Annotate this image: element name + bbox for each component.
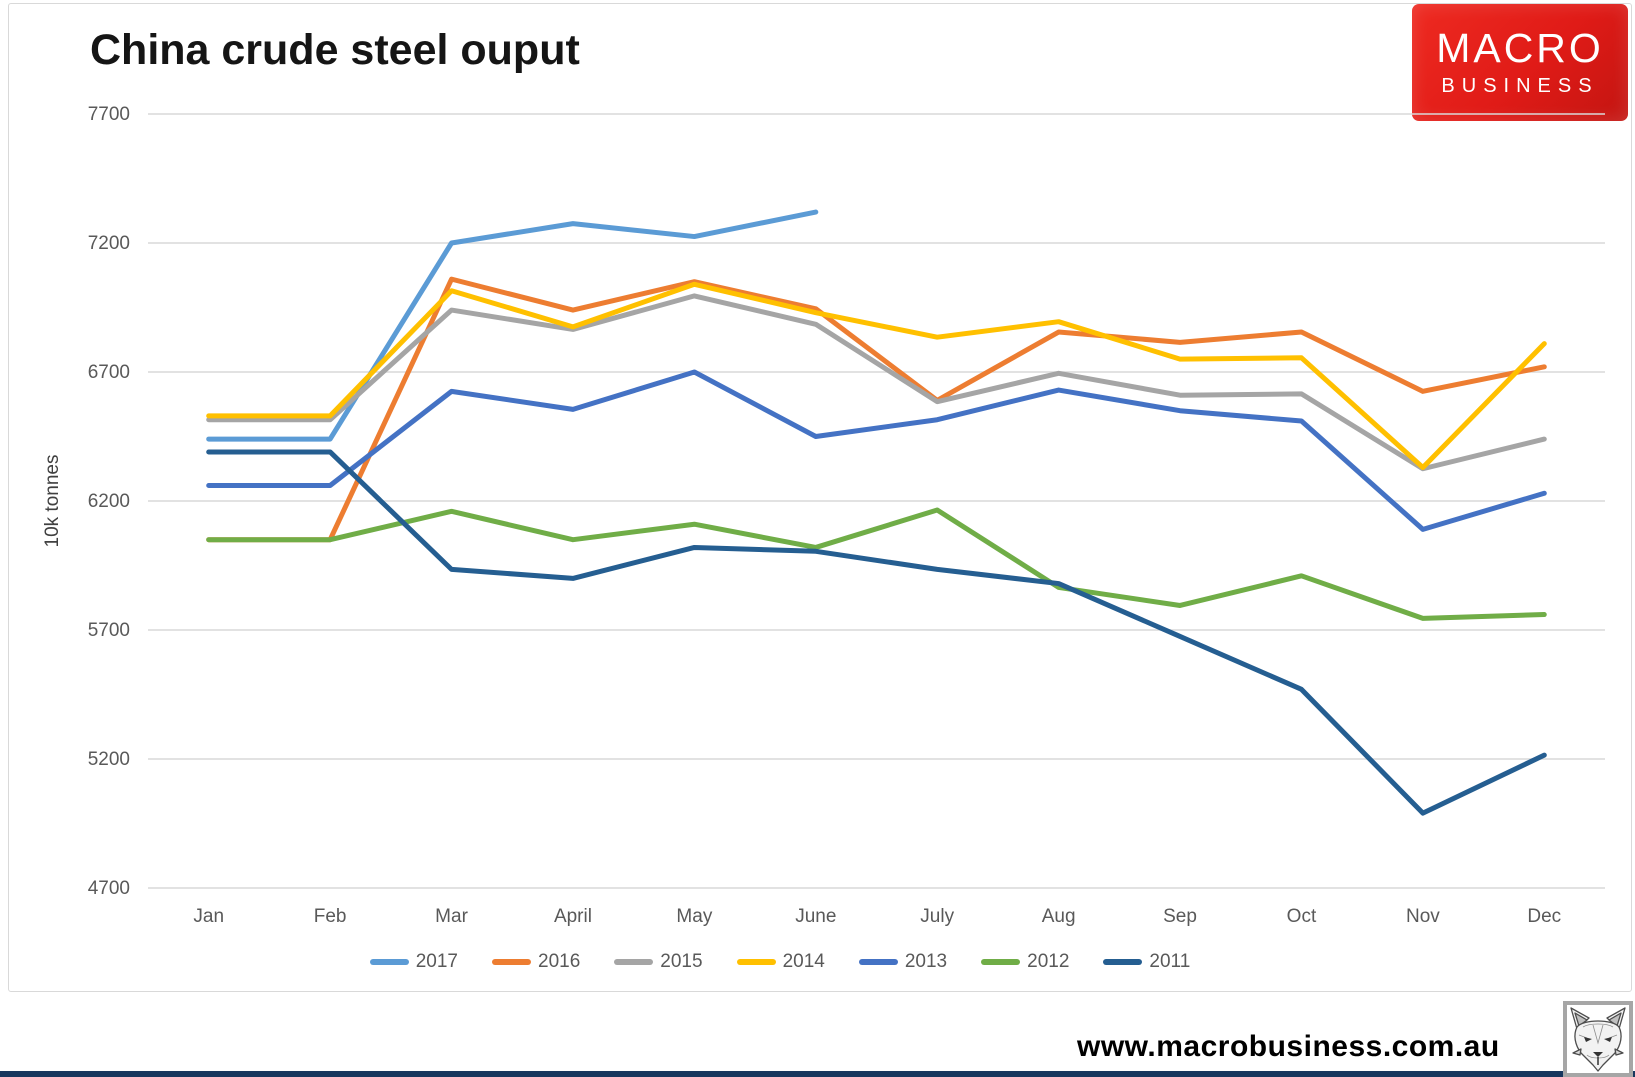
chart-border-frame (8, 3, 1632, 992)
website-link[interactable]: www.macrobusiness.com.au (1077, 1030, 1500, 1063)
legend-swatch-2014 (736, 959, 776, 965)
series-line-2015 (206, 293, 1547, 472)
x-tick-label-Jan: Jan (193, 906, 224, 927)
x-tick-label-May: May (676, 906, 712, 927)
y-tick-label-6200: 6200 (88, 491, 130, 512)
legend-item-2012: 2012 (981, 951, 1069, 973)
y-axis-title: 10k tonnes (42, 455, 63, 548)
legend-label-2013: 2013 (904, 951, 948, 972)
legend-item-2016: 2016 (492, 951, 580, 973)
legend-swatch-2017 (369, 959, 409, 965)
legend-item-2013: 2013 (858, 951, 948, 973)
legend-label-2015: 2015 (660, 951, 703, 972)
legend-label-2011: 2011 (1149, 951, 1191, 972)
series-line-2013 (206, 369, 1547, 532)
legend-swatch-2013 (858, 959, 898, 965)
legend-swatch-2012 (981, 959, 1021, 965)
x-tick-label-Nov: Nov (1406, 906, 1440, 927)
legend-swatch-2015 (614, 959, 654, 965)
x-tick-label-Aug: Aug (1042, 906, 1076, 927)
series-line-2017 (206, 209, 819, 442)
x-tick-label-Feb: Feb (314, 906, 347, 927)
y-tick-label-4700: 4700 (88, 878, 130, 899)
x-tick-label-June: June (795, 906, 836, 927)
legend-item-2011: 2011 (1103, 951, 1190, 973)
x-tick-label-July: July (920, 906, 954, 927)
y-tick-label-7200: 7200 (88, 233, 130, 254)
legend-item-2015: 2015 (614, 951, 703, 973)
page-title: China crude steel ouput (90, 26, 580, 74)
chart-legend: 2017 2016 2015 2014 2013 2012 2011 (0, 951, 1560, 973)
x-tick-label-Mar: Mar (435, 906, 468, 927)
legend-item-2017: 2017 (369, 951, 458, 973)
logo-text-macro: MACRO (1436, 24, 1604, 71)
x-tick-label-Oct: Oct (1287, 906, 1317, 927)
wolf-head-icon (1570, 1007, 1626, 1072)
x-tick-label-Dec: Dec (1527, 906, 1561, 927)
bottom-accent-bar (0, 1071, 1635, 1077)
legend-label-2016: 2016 (538, 951, 581, 972)
logo-text-business: BUSINESS (1441, 74, 1599, 97)
wolf-logo (1563, 1001, 1633, 1077)
legend-swatch-2016 (492, 959, 531, 965)
macrobusiness-logo: MACRO BUSINESS (1412, 4, 1628, 121)
series-line-2014 (206, 281, 1547, 470)
x-tick-label-April: April (554, 906, 592, 927)
x-tick-label-Sep: Sep (1163, 906, 1197, 927)
y-tick-label-6700: 6700 (88, 362, 130, 383)
legend-label-2017: 2017 (415, 951, 458, 972)
legend-swatch-2011 (1103, 959, 1143, 965)
legend-label-2012: 2012 (1027, 951, 1070, 972)
y-tick-label-7700: 7700 (88, 104, 130, 125)
legend-item-2014: 2014 (736, 951, 825, 973)
series-line-2012 (206, 507, 1547, 621)
series-line-2011 (206, 449, 1547, 816)
y-tick-label-5700: 5700 (88, 620, 130, 641)
legend-label-2014: 2014 (782, 951, 825, 972)
series-line-2016 (206, 276, 1547, 543)
y-tick-label-5200: 5200 (88, 749, 130, 770)
